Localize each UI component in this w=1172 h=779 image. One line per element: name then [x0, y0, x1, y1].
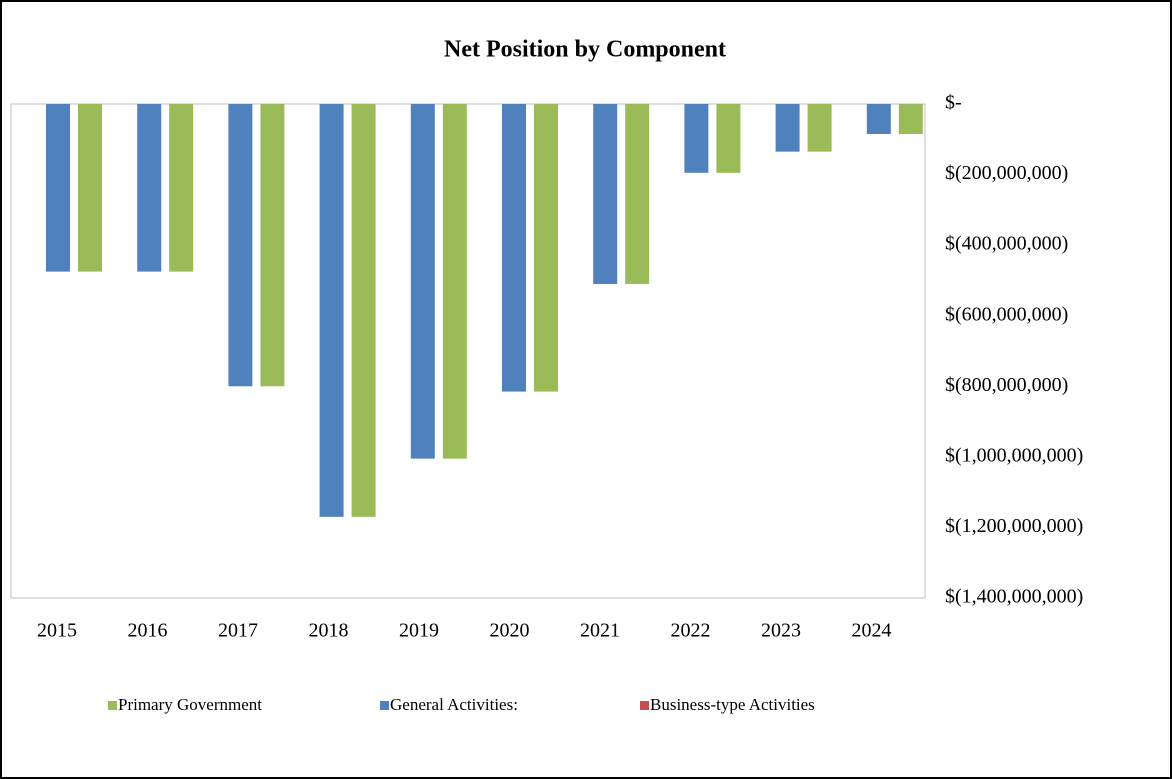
bar — [684, 104, 709, 173]
legend-label: Primary Government — [118, 695, 262, 714]
plot-area — [10, 103, 926, 599]
x-tick-label: 2022 — [671, 620, 711, 642]
legend-label: Business-type Activities — [650, 695, 815, 714]
bar — [807, 104, 832, 152]
y-tick-label: $(400,000,000) — [945, 233, 1068, 255]
bar — [319, 104, 344, 517]
x-tick-label: 2020 — [490, 620, 530, 642]
y-tick-label: $(200,000,000) — [945, 162, 1068, 184]
bar — [866, 104, 891, 134]
legend-swatch — [640, 701, 649, 710]
y-tick-label: $(600,000,000) — [945, 303, 1068, 325]
x-tick-label: 2023 — [761, 620, 801, 642]
x-tick-label: 2016 — [128, 620, 168, 642]
bar — [169, 104, 194, 272]
x-tick-label: 2019 — [399, 620, 439, 642]
bar — [625, 104, 650, 284]
y-tick-label: $(1,400,000,000) — [945, 586, 1083, 608]
bar — [228, 104, 253, 387]
legend-swatch — [380, 701, 389, 710]
legend-swatch — [108, 701, 117, 710]
x-tick-label: 2021 — [580, 620, 620, 642]
bar — [502, 104, 526, 392]
bar — [593, 104, 618, 284]
x-tick-label: 2017 — [218, 620, 258, 642]
x-tick-label: 2015 — [37, 620, 77, 642]
x-tick-label: 2024 — [852, 620, 892, 642]
y-tick-label: $(1,200,000,000) — [945, 515, 1083, 537]
bar — [534, 104, 558, 392]
x-tick-label: 2018 — [309, 620, 349, 642]
bar — [46, 104, 70, 272]
y-tick-label: $(800,000,000) — [945, 374, 1068, 396]
bar — [898, 104, 923, 134]
y-tick-label: $(1,000,000,000) — [945, 444, 1083, 466]
bar — [260, 104, 285, 387]
bar — [442, 104, 467, 459]
bar — [351, 104, 376, 517]
y-tick-label: $- — [945, 92, 962, 114]
bar — [410, 104, 435, 459]
legend-label: General Activities: — [390, 695, 518, 714]
bar — [137, 104, 162, 272]
chart-title: Net Position by Component — [444, 37, 726, 63]
bar — [716, 104, 741, 173]
bar — [775, 104, 800, 152]
bar — [78, 104, 102, 272]
